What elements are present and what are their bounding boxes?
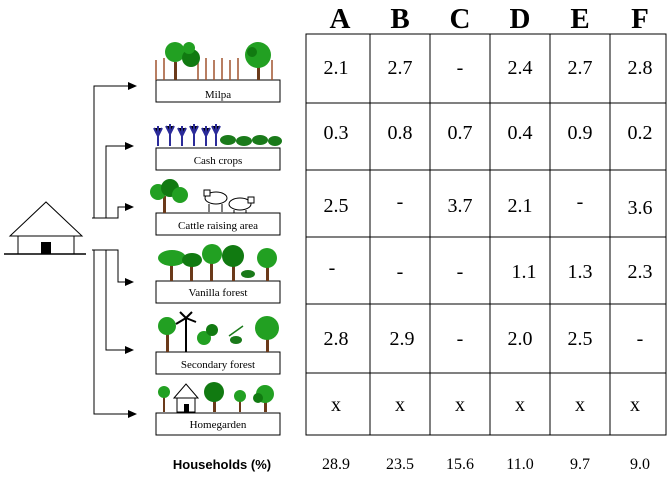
table-cell: 2.9 <box>389 328 415 350</box>
table-cell: - <box>456 261 464 283</box>
table-cell: 2.7 <box>567 57 593 79</box>
table-cell: - <box>328 257 336 279</box>
table-cell: 3.7 <box>447 195 473 217</box>
table-cell: 2.1 <box>507 195 533 217</box>
homegarden-icon <box>158 382 274 413</box>
table-cell: 2.8 <box>627 57 653 79</box>
households-value: 15.6 <box>446 456 474 473</box>
table-cell: 0.8 <box>387 122 413 144</box>
table-cell: - <box>456 57 464 79</box>
table-cell: 1.1 <box>511 261 537 283</box>
house-icon <box>4 201 86 255</box>
table-cell: 0.2 <box>627 122 653 144</box>
land-use-label-cattle: Cattle raising area <box>177 220 259 232</box>
arrow-homegarden <box>93 250 137 418</box>
table-cell: 0.9 <box>567 122 593 144</box>
households-value: 23.5 <box>386 456 414 473</box>
table-cell: 0.7 <box>447 122 473 144</box>
arrow-cattle <box>92 203 134 219</box>
land-use-label-milpa: Milpa <box>204 89 232 101</box>
table-cell: 0.4 <box>507 122 533 144</box>
table-cell: - <box>396 191 404 213</box>
land-use-label-secondary-forest: Secondary forest <box>180 359 256 371</box>
column-header-d: D <box>509 3 531 35</box>
households-value: 9.7 <box>570 456 590 473</box>
table-cell: 1.3 <box>567 261 593 283</box>
households-value: 9.0 <box>630 456 650 473</box>
arrow-cash-crops <box>105 142 134 218</box>
land-use-label-cash-crops: Cash crops <box>193 155 243 167</box>
table-cell: - <box>636 328 644 350</box>
table-cell: 2.3 <box>627 261 653 283</box>
flow-arrows <box>92 82 137 418</box>
table-cell: 2.5 <box>567 328 593 350</box>
table-cell: x <box>630 394 640 416</box>
cattle-icon <box>150 179 255 213</box>
arrow-vanilla <box>92 249 134 286</box>
cash-crops-icon <box>153 124 282 146</box>
table-cell: x <box>331 394 341 416</box>
arrow-secondary-forest <box>105 250 134 354</box>
table-cell: 2.7 <box>387 57 413 79</box>
column-header-c: C <box>449 3 471 35</box>
column-header-b: B <box>390 3 410 35</box>
table-cell: - <box>396 261 404 283</box>
table-cell: x <box>515 394 525 416</box>
households-label: Households (%) <box>172 457 272 472</box>
table-cell: - <box>456 328 464 350</box>
table-cell: 2.0 <box>507 328 533 350</box>
milpa-icon <box>155 42 273 80</box>
vanilla-forest-icon <box>158 244 277 281</box>
table-cell: 2.4 <box>507 57 533 79</box>
land-use-boxes <box>155 79 281 436</box>
table-cell: 3.6 <box>627 197 653 219</box>
data-table-grid <box>305 33 667 436</box>
households-value: 11.0 <box>506 456 534 473</box>
column-header-e: E <box>570 3 590 35</box>
table-cell: 0.3 <box>323 122 349 144</box>
table-cell: - <box>576 191 584 213</box>
arrow-milpa <box>93 82 137 218</box>
table-cell: 2.5 <box>323 195 349 217</box>
column-header-f: F <box>631 3 649 35</box>
households-value: 28.9 <box>322 456 350 473</box>
table-cell: x <box>395 394 405 416</box>
land-use-label-homegarden: Homegarden <box>189 419 247 431</box>
secondary-forest-icon <box>158 311 279 352</box>
column-header-a: A <box>329 3 351 35</box>
table-cell: 2.8 <box>323 328 349 350</box>
land-use-label-vanilla-forest: Vanilla forest <box>188 287 248 299</box>
table-cell: x <box>575 394 585 416</box>
table-cell: 2.1 <box>323 57 349 79</box>
table-cell: x <box>455 394 465 416</box>
